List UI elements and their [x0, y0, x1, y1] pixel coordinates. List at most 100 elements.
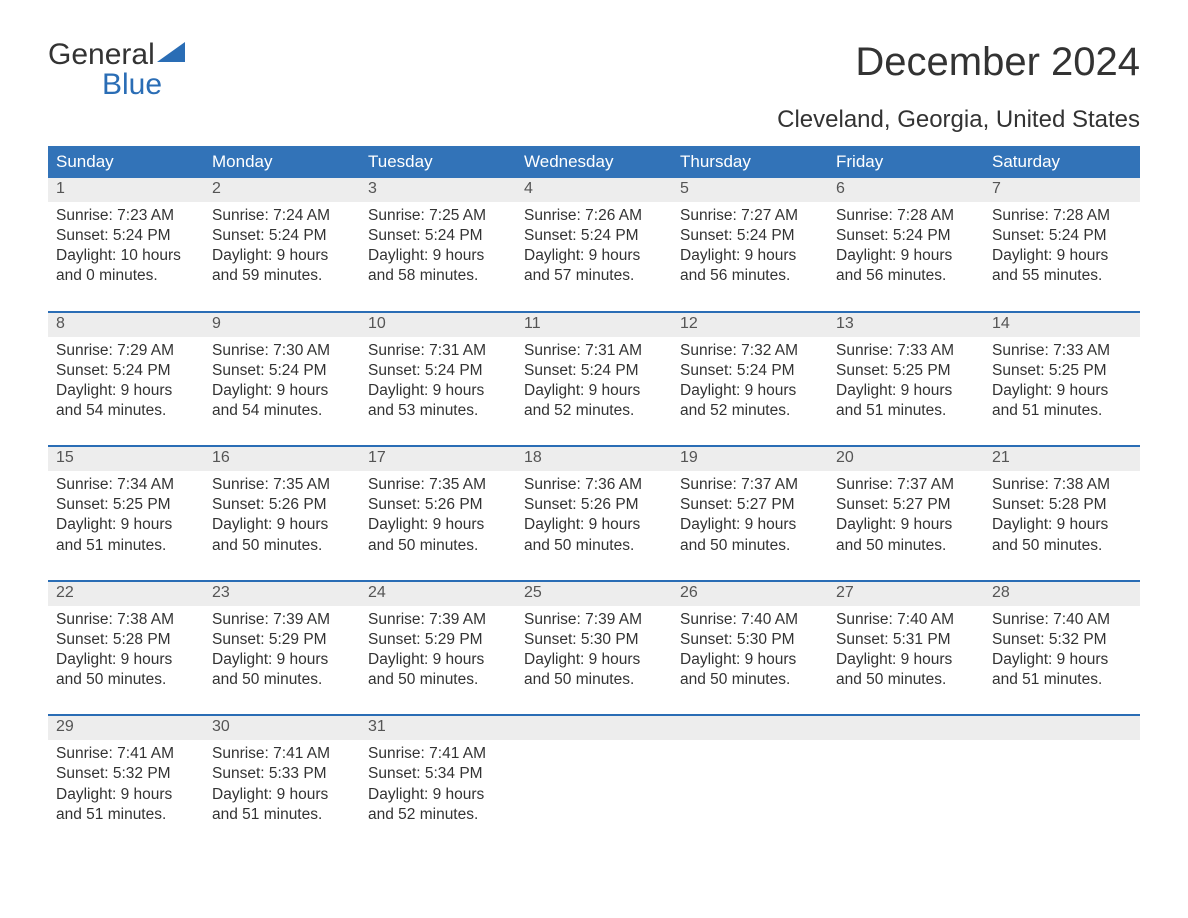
- daylight-line1: Daylight: 9 hours: [992, 381, 1132, 401]
- daylight-line1: Daylight: 9 hours: [680, 381, 820, 401]
- calendar-cell: [672, 716, 828, 831]
- sunrise-text: Sunrise: 7:30 AM: [212, 341, 352, 361]
- calendar-cell: 2Sunrise: 7:24 AMSunset: 5:24 PMDaylight…: [204, 178, 360, 293]
- daylight-line2: and 52 minutes.: [368, 805, 508, 825]
- calendar-cell: 7Sunrise: 7:28 AMSunset: 5:24 PMDaylight…: [984, 178, 1140, 293]
- daylight-line1: Daylight: 9 hours: [56, 381, 196, 401]
- day-number: [516, 716, 672, 740]
- sunrise-text: Sunrise: 7:31 AM: [524, 341, 664, 361]
- daylight-line1: Daylight: 9 hours: [524, 650, 664, 670]
- daylight-line1: Daylight: 9 hours: [680, 515, 820, 535]
- calendar-cell: 4Sunrise: 7:26 AMSunset: 5:24 PMDaylight…: [516, 178, 672, 293]
- day-data: Sunrise: 7:36 AMSunset: 5:26 PMDaylight:…: [516, 471, 672, 556]
- daylight-line1: Daylight: 9 hours: [992, 650, 1132, 670]
- day-number: 6: [828, 178, 984, 202]
- calendar-cell: 24Sunrise: 7:39 AMSunset: 5:29 PMDayligh…: [360, 582, 516, 697]
- day-data: Sunrise: 7:41 AMSunset: 5:32 PMDaylight:…: [48, 740, 204, 825]
- calendar-cell: 10Sunrise: 7:31 AMSunset: 5:24 PMDayligh…: [360, 313, 516, 428]
- day-data: Sunrise: 7:40 AMSunset: 5:31 PMDaylight:…: [828, 606, 984, 691]
- calendar-cell: 13Sunrise: 7:33 AMSunset: 5:25 PMDayligh…: [828, 313, 984, 428]
- sunrise-text: Sunrise: 7:40 AM: [992, 610, 1132, 630]
- sunrise-text: Sunrise: 7:34 AM: [56, 475, 196, 495]
- daylight-line2: and 51 minutes.: [992, 401, 1132, 421]
- day-header-sat: Saturday: [984, 146, 1140, 178]
- sunset-text: Sunset: 5:25 PM: [836, 361, 976, 381]
- day-number: 17: [360, 447, 516, 471]
- daylight-line2: and 50 minutes.: [212, 536, 352, 556]
- sunrise-text: Sunrise: 7:41 AM: [368, 744, 508, 764]
- calendar-week: 22Sunrise: 7:38 AMSunset: 5:28 PMDayligh…: [48, 580, 1140, 697]
- sunrise-text: Sunrise: 7:33 AM: [992, 341, 1132, 361]
- calendar-cell: 22Sunrise: 7:38 AMSunset: 5:28 PMDayligh…: [48, 582, 204, 697]
- sunrise-text: Sunrise: 7:27 AM: [680, 206, 820, 226]
- day-data: Sunrise: 7:33 AMSunset: 5:25 PMDaylight:…: [984, 337, 1140, 422]
- calendar-cell: 26Sunrise: 7:40 AMSunset: 5:30 PMDayligh…: [672, 582, 828, 697]
- daylight-line1: Daylight: 9 hours: [368, 515, 508, 535]
- sunrise-text: Sunrise: 7:28 AM: [992, 206, 1132, 226]
- day-data: Sunrise: 7:23 AMSunset: 5:24 PMDaylight:…: [48, 202, 204, 287]
- sunset-text: Sunset: 5:25 PM: [56, 495, 196, 515]
- calendar-week: 1Sunrise: 7:23 AMSunset: 5:24 PMDaylight…: [48, 178, 1140, 293]
- daylight-line1: Daylight: 9 hours: [992, 246, 1132, 266]
- day-data: Sunrise: 7:34 AMSunset: 5:25 PMDaylight:…: [48, 471, 204, 556]
- day-data: Sunrise: 7:35 AMSunset: 5:26 PMDaylight:…: [360, 471, 516, 556]
- daylight-line2: and 50 minutes.: [524, 536, 664, 556]
- day-data: Sunrise: 7:37 AMSunset: 5:27 PMDaylight:…: [828, 471, 984, 556]
- daylight-line1: Daylight: 9 hours: [368, 650, 508, 670]
- sunrise-text: Sunrise: 7:33 AM: [836, 341, 976, 361]
- daylight-line2: and 57 minutes.: [524, 266, 664, 286]
- sunset-text: Sunset: 5:24 PM: [680, 226, 820, 246]
- calendar-cell: 14Sunrise: 7:33 AMSunset: 5:25 PMDayligh…: [984, 313, 1140, 428]
- header: General Blue December 2024: [48, 40, 1140, 100]
- location-subtitle: Cleveland, Georgia, United States: [48, 106, 1140, 134]
- daylight-line2: and 51 minutes.: [56, 805, 196, 825]
- sunrise-text: Sunrise: 7:25 AM: [368, 206, 508, 226]
- sunrise-text: Sunrise: 7:37 AM: [836, 475, 976, 495]
- day-data: Sunrise: 7:25 AMSunset: 5:24 PMDaylight:…: [360, 202, 516, 287]
- sunset-text: Sunset: 5:24 PM: [524, 361, 664, 381]
- daylight-line1: Daylight: 9 hours: [680, 246, 820, 266]
- sunset-text: Sunset: 5:29 PM: [212, 630, 352, 650]
- daylight-line1: Daylight: 9 hours: [836, 246, 976, 266]
- daylight-line2: and 50 minutes.: [836, 670, 976, 690]
- daylight-line1: Daylight: 9 hours: [212, 650, 352, 670]
- logo: General Blue: [48, 40, 185, 100]
- day-data: Sunrise: 7:39 AMSunset: 5:30 PMDaylight:…: [516, 606, 672, 691]
- page-title: December 2024: [855, 40, 1140, 85]
- sunset-text: Sunset: 5:25 PM: [992, 361, 1132, 381]
- calendar-week: 15Sunrise: 7:34 AMSunset: 5:25 PMDayligh…: [48, 445, 1140, 562]
- day-number: 23: [204, 582, 360, 606]
- daylight-line1: Daylight: 9 hours: [836, 650, 976, 670]
- day-number: 7: [984, 178, 1140, 202]
- daylight-line1: Daylight: 9 hours: [992, 515, 1132, 535]
- sunrise-text: Sunrise: 7:37 AM: [680, 475, 820, 495]
- sunrise-text: Sunrise: 7:41 AM: [212, 744, 352, 764]
- day-data: Sunrise: 7:38 AMSunset: 5:28 PMDaylight:…: [48, 606, 204, 691]
- calendar-cell: 21Sunrise: 7:38 AMSunset: 5:28 PMDayligh…: [984, 447, 1140, 562]
- day-number: 5: [672, 178, 828, 202]
- daylight-line2: and 59 minutes.: [212, 266, 352, 286]
- sunset-text: Sunset: 5:28 PM: [992, 495, 1132, 515]
- day-data: Sunrise: 7:29 AMSunset: 5:24 PMDaylight:…: [48, 337, 204, 422]
- daylight-line2: and 50 minutes.: [680, 670, 820, 690]
- sunset-text: Sunset: 5:24 PM: [680, 361, 820, 381]
- sunset-text: Sunset: 5:26 PM: [524, 495, 664, 515]
- daylight-line2: and 52 minutes.: [680, 401, 820, 421]
- calendar-cell: 12Sunrise: 7:32 AMSunset: 5:24 PMDayligh…: [672, 313, 828, 428]
- day-number: 2: [204, 178, 360, 202]
- day-number: [672, 716, 828, 740]
- calendar-cell: 23Sunrise: 7:39 AMSunset: 5:29 PMDayligh…: [204, 582, 360, 697]
- daylight-line2: and 51 minutes.: [212, 805, 352, 825]
- daylight-line1: Daylight: 9 hours: [836, 515, 976, 535]
- day-header-mon: Monday: [204, 146, 360, 178]
- sunset-text: Sunset: 5:24 PM: [56, 361, 196, 381]
- daylight-line1: Daylight: 9 hours: [212, 785, 352, 805]
- day-data: Sunrise: 7:38 AMSunset: 5:28 PMDaylight:…: [984, 471, 1140, 556]
- daylight-line1: Daylight: 9 hours: [368, 785, 508, 805]
- day-data: Sunrise: 7:28 AMSunset: 5:24 PMDaylight:…: [984, 202, 1140, 287]
- calendar-cell: 30Sunrise: 7:41 AMSunset: 5:33 PMDayligh…: [204, 716, 360, 831]
- daylight-line1: Daylight: 9 hours: [524, 381, 664, 401]
- day-data: Sunrise: 7:35 AMSunset: 5:26 PMDaylight:…: [204, 471, 360, 556]
- calendar-cell: 11Sunrise: 7:31 AMSunset: 5:24 PMDayligh…: [516, 313, 672, 428]
- daylight-line1: Daylight: 9 hours: [680, 650, 820, 670]
